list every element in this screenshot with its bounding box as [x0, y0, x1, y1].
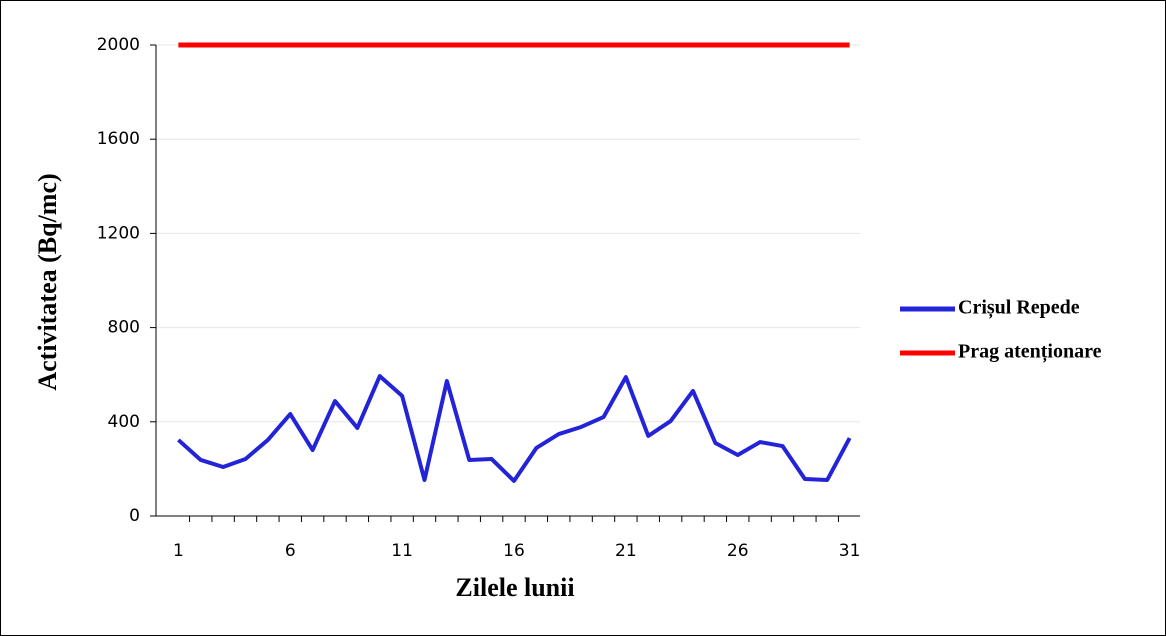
x-tick-label: 1 [173, 541, 184, 561]
legend-label: Prag atenționare [958, 341, 1102, 364]
x-tick-label: 11 [391, 541, 413, 561]
x-tick-label: 6 [285, 541, 296, 561]
y-tick-label: 2000 [97, 35, 140, 55]
y-tick-label: 800 [108, 318, 140, 338]
x-tick-label: 26 [727, 541, 749, 561]
y-tick-label: 0 [129, 506, 140, 526]
x-axis-title: Zilele lunii [455, 573, 574, 602]
legend-label: Crișul Repede [958, 297, 1080, 320]
y-axis-title: Activitatea (Bq/mc) [33, 173, 62, 390]
y-tick-label: 1600 [97, 129, 140, 149]
y-tick-label: 1200 [97, 223, 140, 243]
y-tick-label: 400 [108, 412, 140, 432]
data-line [177, 374, 852, 483]
x-tick-label: 16 [503, 541, 525, 561]
x-tick-label: 21 [615, 541, 637, 561]
x-tick-label: 31 [839, 541, 861, 561]
